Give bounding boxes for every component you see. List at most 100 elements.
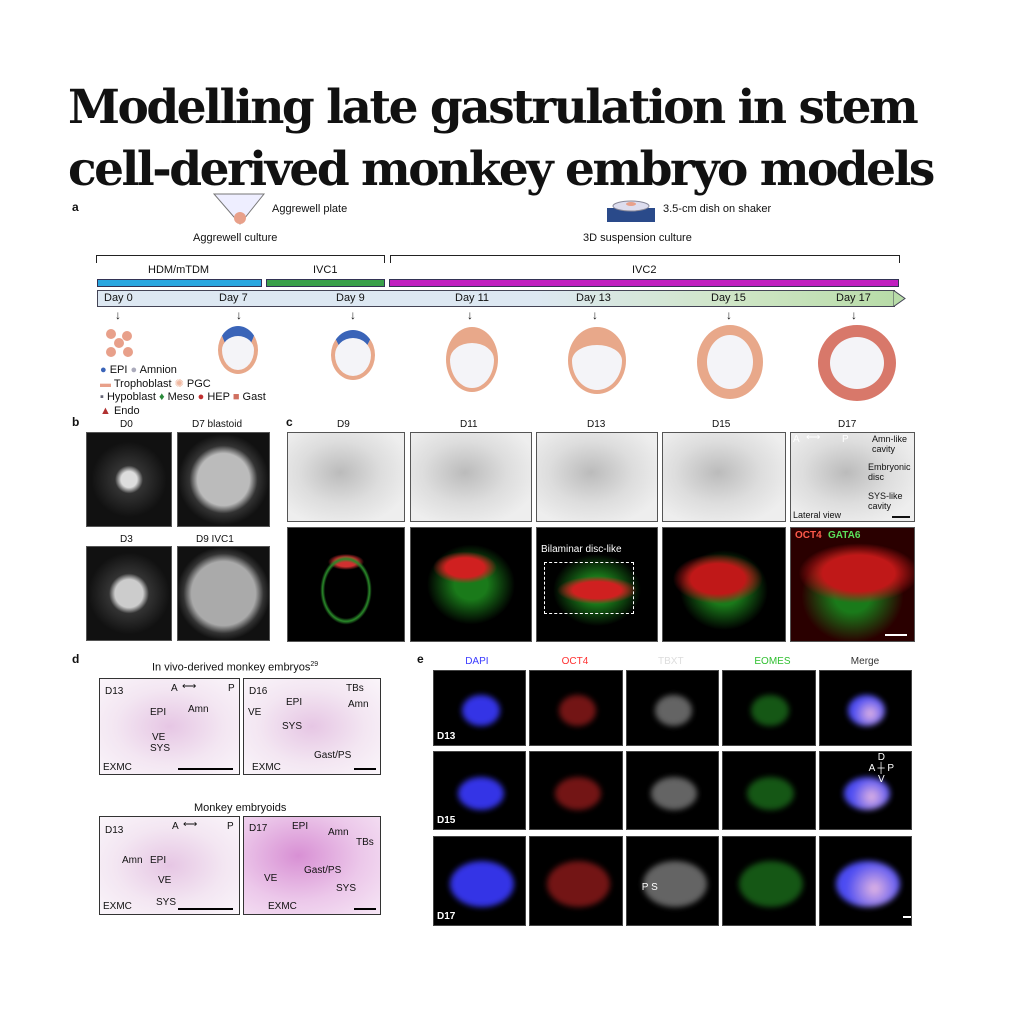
label-tbs: TBs	[346, 683, 364, 694]
c-label-d11: D11	[460, 419, 478, 430]
axis-p: P	[842, 434, 849, 445]
timeline-bar	[97, 290, 895, 307]
image-eomes-d15	[722, 751, 816, 830]
axis-p: P	[227, 821, 234, 832]
label-exmc: EXMC	[268, 901, 297, 912]
day11-embryo-icon	[446, 327, 498, 392]
brightfield-d11	[410, 432, 532, 522]
c-label-d15: D15	[712, 419, 731, 430]
down-arrow-icon: ↓	[851, 308, 857, 322]
double-arrow-icon: ⟷	[183, 819, 198, 830]
label-exmc: EXMC	[103, 762, 132, 773]
down-arrow-icon: ↓	[350, 308, 356, 322]
cell-type-legend: ● EPI ● Amnion ▬ Trophoblast ✺ PGC ▪ Hyp…	[100, 364, 270, 418]
b-label-d3: D3	[120, 534, 133, 545]
day-label: D13	[105, 825, 124, 836]
channel-label-oct4: OCT4	[561, 656, 589, 667]
day-label-9: Day 9	[336, 292, 365, 304]
day-label-0: Day 0	[104, 292, 133, 304]
image-tbxt-d13	[625, 670, 720, 746]
down-arrow-icon: ↓	[236, 308, 242, 322]
channel-label-eomes: EOMES	[754, 656, 791, 667]
day-label-11: Day 11	[455, 292, 490, 304]
scale-bar	[885, 634, 907, 636]
figure-title-line2: cell-derived monkey embryo models	[68, 142, 935, 197]
label-exmc: EXMC	[252, 762, 281, 773]
aggrewell-plate-label: Aggrewell plate	[272, 203, 348, 215]
scale-bar	[178, 768, 233, 770]
aggrewell-bracket	[96, 255, 385, 263]
row-label-d15: D15	[437, 815, 456, 826]
row-label-d13: D13	[437, 731, 456, 742]
down-arrow-icon: ↓	[467, 308, 473, 322]
label-ve: VE	[152, 732, 166, 743]
label-amn: Amn	[188, 704, 209, 715]
scale-bar	[892, 516, 910, 518]
fluorescence-d15	[662, 527, 786, 642]
channel-label-dapi: DAPI	[465, 656, 489, 667]
label-ve: VE	[248, 707, 262, 718]
panel-label-b: b	[72, 415, 80, 429]
brightfield-d17	[790, 432, 915, 522]
day17-embryo-icon	[818, 325, 896, 401]
pgc-legend-icon: ✺	[174, 377, 184, 390]
day-label: D16	[249, 686, 268, 697]
medium-bar-hdm	[97, 279, 262, 287]
double-arrow-icon: ⟷	[806, 432, 821, 443]
signal-blob	[847, 695, 886, 726]
panel-label-d: d	[72, 652, 80, 666]
label-gast-ps: Gast/PS	[304, 865, 342, 876]
ps-label: P S	[641, 882, 658, 893]
signal-blob	[835, 861, 900, 908]
day15-embryo-icon	[697, 325, 763, 399]
panel-label-a: a	[72, 200, 79, 214]
histology-embryoid-d13: D13 A ⟷ P Amn EPI VE SYS EXMC	[99, 816, 240, 915]
endo-legend-icon: ▲	[100, 404, 111, 417]
day-label-13: Day 13	[576, 292, 611, 304]
image-oct4-d13	[529, 670, 623, 746]
scale-bar	[903, 916, 911, 918]
c-label-d17: D17	[838, 419, 857, 430]
label-gast-ps: Gast/PS	[314, 750, 352, 761]
panel-label-e: e	[417, 652, 424, 666]
label-epi: EPI	[292, 821, 309, 832]
fluorescence-d13	[536, 527, 658, 642]
signal-blob	[462, 695, 500, 726]
brightfield-d15	[662, 432, 786, 522]
day13-embryo-icon	[568, 327, 626, 394]
aggrewell-plate-icon	[212, 193, 266, 225]
fluorescence-d17	[790, 527, 915, 642]
legend-endo: Endo	[113, 404, 140, 417]
figure-title-line1: Modelling late gastrulation in stem	[68, 80, 919, 135]
label-epi: EPI	[286, 697, 303, 708]
epi-legend-icon: ●	[100, 364, 107, 376]
day-label: D13	[105, 686, 124, 697]
label-tbs: TBs	[356, 837, 374, 848]
image-dapi-d17: D17	[433, 836, 527, 926]
embryoid-title: Monkey embryoids	[194, 802, 287, 814]
label-sys: SYS	[156, 897, 177, 908]
brightfield-d13	[536, 432, 658, 522]
gast-legend-icon: ■	[232, 391, 240, 403]
signal-blob	[654, 695, 693, 726]
label-sys: SYS	[282, 721, 303, 732]
label-exmc: EXMC	[103, 901, 132, 912]
image-d7-blastoid	[177, 432, 270, 527]
panel-label-c: c	[286, 415, 293, 429]
label-sys: SYS	[150, 743, 171, 754]
down-arrow-icon: ↓	[592, 308, 598, 322]
image-merge-d13	[818, 670, 912, 746]
lateral-view-label: Lateral view	[793, 510, 842, 520]
invivo-title-text: In vivo-derived monkey embryos	[152, 661, 311, 674]
medium-bar-ivc2	[389, 279, 899, 287]
image-eomes-d17	[722, 836, 816, 926]
histology-embryoid-d17: D17 EPI Amn TBs VE Gast/PS SYS EXMC	[243, 816, 381, 915]
amn-cavity-label: Amn-like cavity	[872, 434, 908, 454]
label-ve: VE	[264, 873, 278, 884]
c-label-d9: D9	[337, 419, 350, 430]
label-epi: EPI	[150, 707, 167, 718]
invivo-reference: 29	[310, 661, 319, 668]
meso-legend-icon: ♦	[158, 391, 165, 403]
signal-blob	[458, 776, 505, 810]
